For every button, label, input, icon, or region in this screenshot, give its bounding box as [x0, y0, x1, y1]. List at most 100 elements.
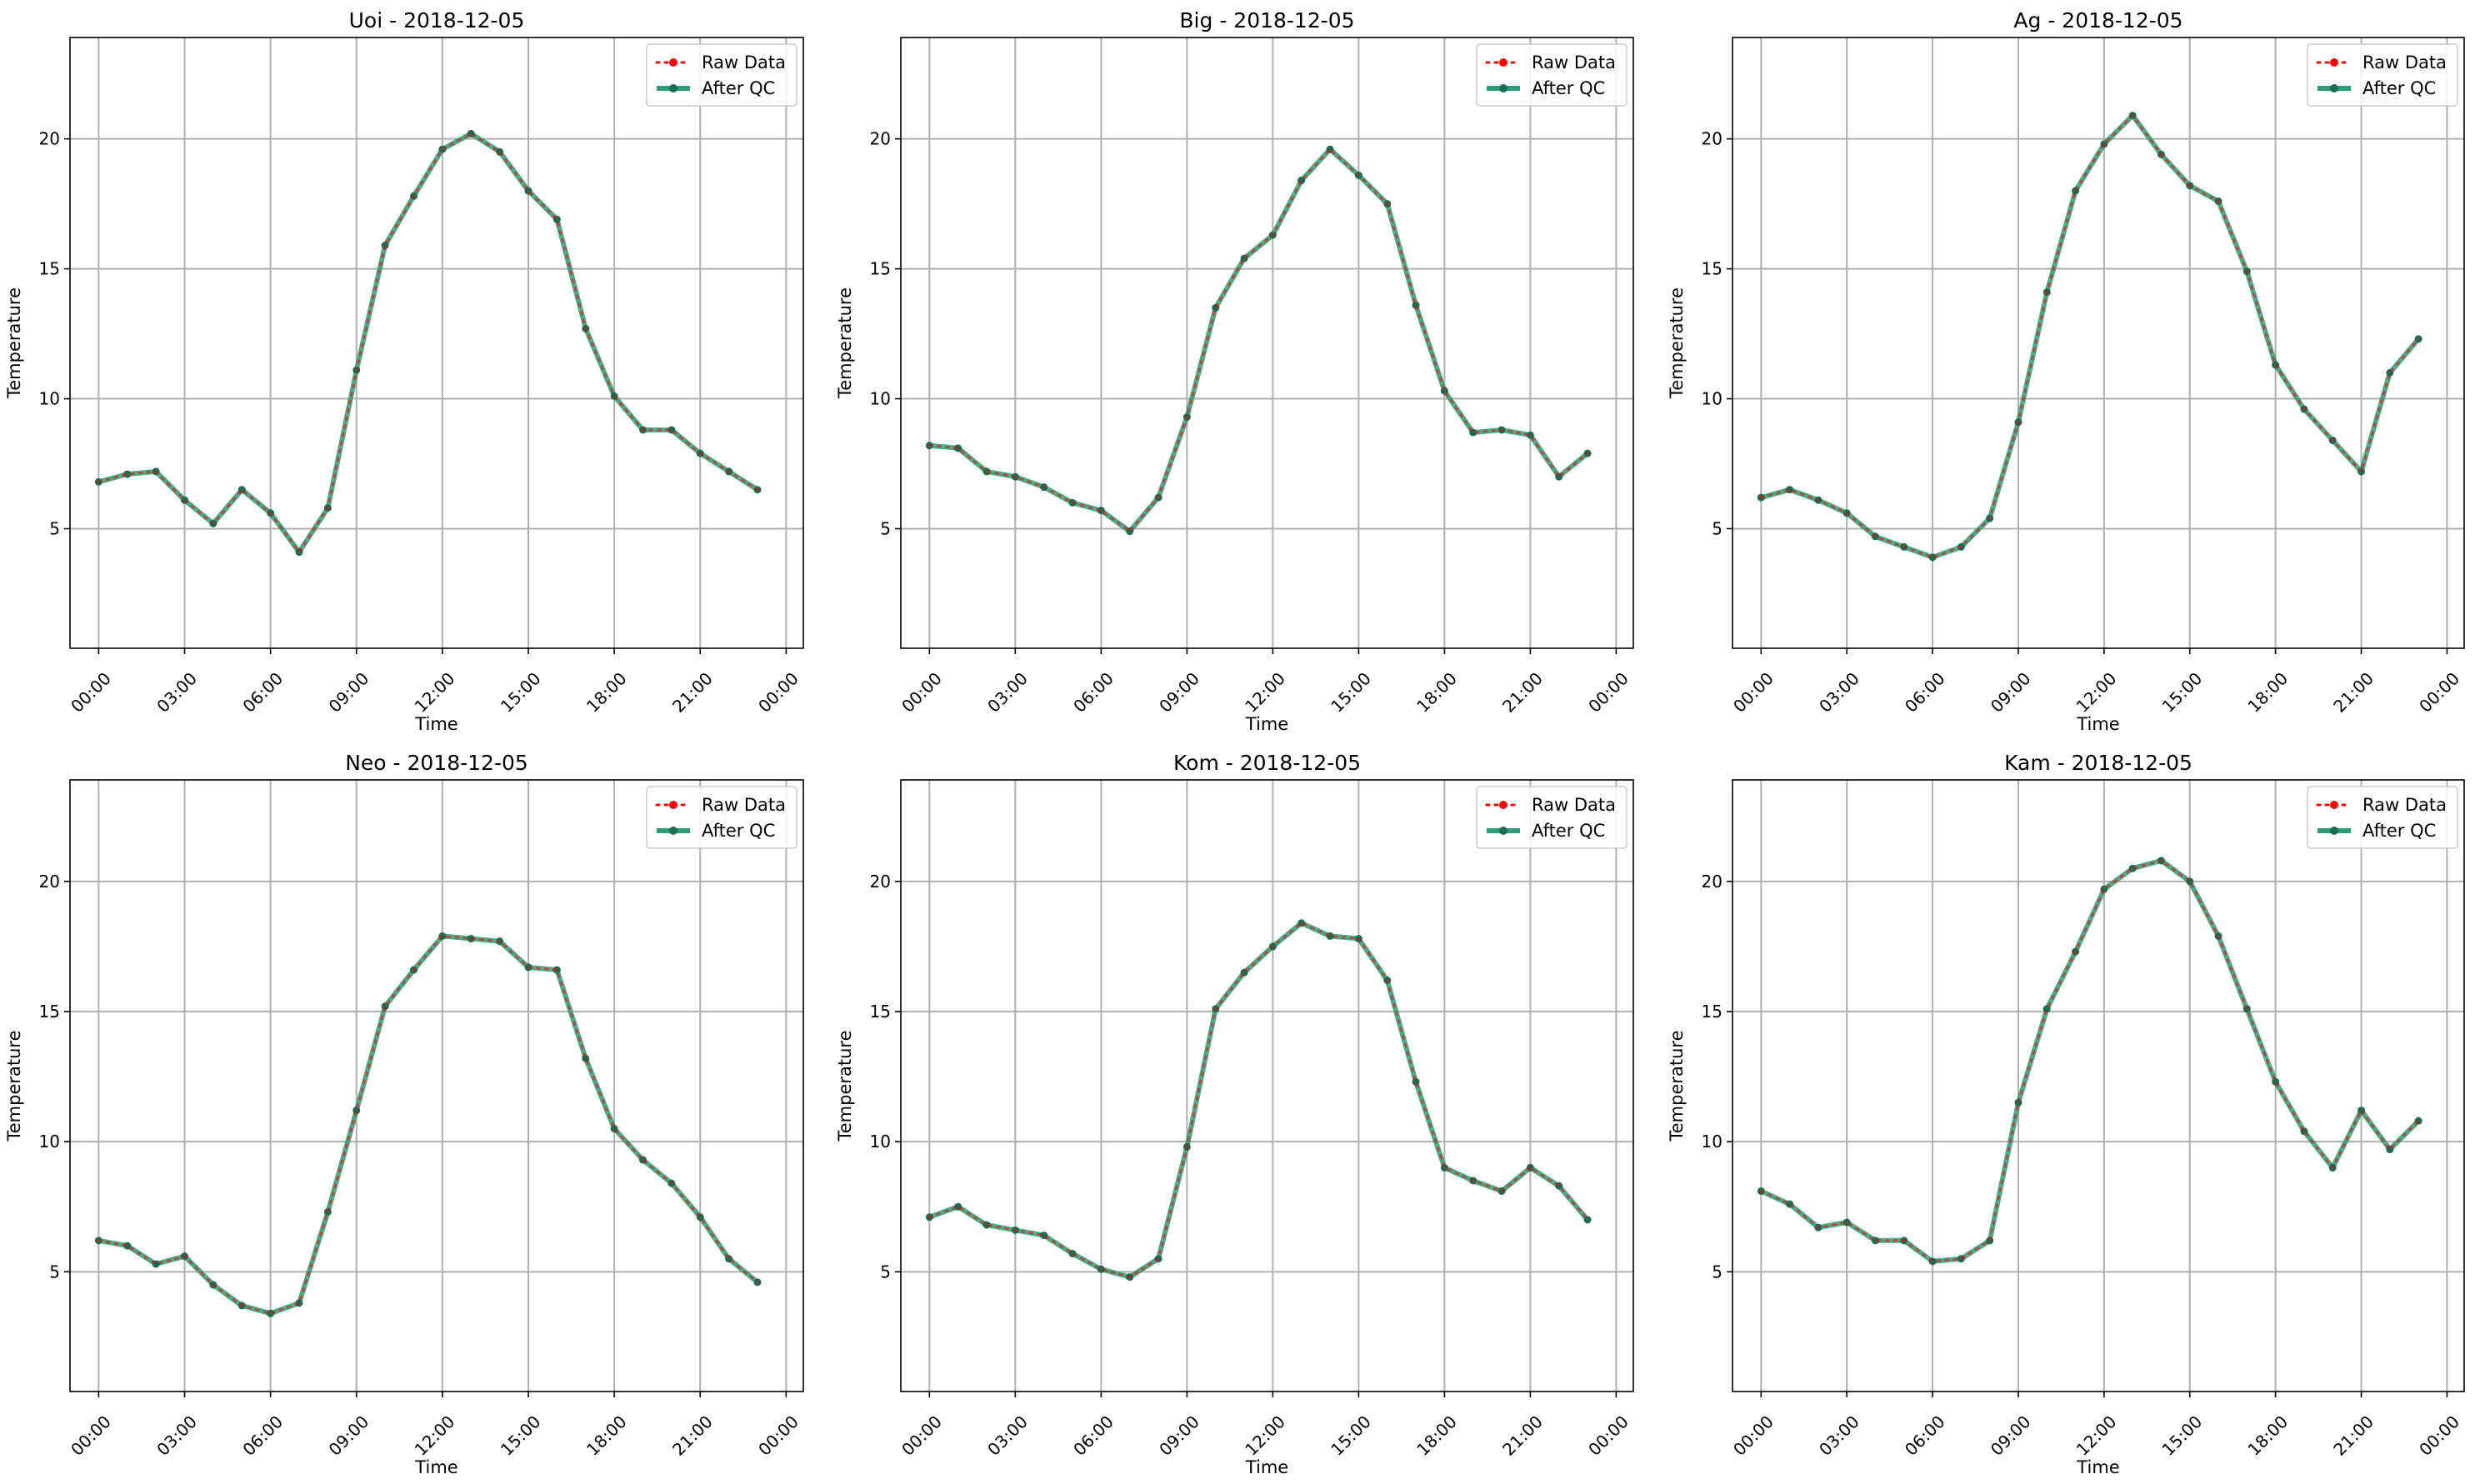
series-group: [94, 932, 762, 1317]
series-group: [925, 145, 1592, 536]
subplot-title: Kam - 2018-12-05: [2004, 751, 2192, 775]
x-tick-label: 15:00: [1327, 668, 1375, 717]
x-tick-label: 21:00: [2329, 1412, 2378, 1460]
y-tick-label: 15: [1702, 1002, 1722, 1022]
y-axis: 5 10 15 20: [39, 872, 803, 1282]
x-tick-label: 18:00: [582, 1412, 631, 1460]
y-axis-label: Temperature: [4, 1030, 24, 1142]
legend-marker-after-qc: [2330, 827, 2338, 835]
x-tick-label: 00:00: [1584, 1412, 1632, 1460]
x-tick-label: 21:00: [1498, 668, 1547, 717]
legend-marker-raw-data: [2330, 801, 2338, 809]
x-tick-label: 18:00: [582, 668, 631, 717]
y-tick-label: 15: [39, 1002, 60, 1022]
legend: Raw Data After QC: [1476, 786, 1628, 849]
subplot-5: 00:00 03:00 06:00 09:00 12:00 15:00 18:00 21:00…: [835, 751, 1634, 1477]
data-point-after-qc: [1412, 1077, 1420, 1086]
series-group: [1757, 857, 2422, 1266]
x-tick-label: 21:00: [668, 1412, 717, 1460]
x-tick-label: 00:00: [898, 668, 946, 717]
legend-label-raw-data: Raw Data: [2362, 795, 2447, 815]
series-group: [1757, 112, 2422, 562]
x-tick-label: 09:00: [325, 668, 373, 717]
series-line-after-qc: [98, 933, 759, 1317]
x-axis-label: Time: [414, 1457, 458, 1477]
x-tick-label: 03:00: [983, 668, 1032, 717]
data-point-after-qc: [954, 444, 962, 452]
data-point-after-qc: [1871, 1237, 1879, 1245]
series-line-after-qc: [1760, 112, 2421, 560]
plot-frame: [900, 37, 1634, 649]
y-tick-label: 10: [1702, 389, 1722, 409]
y-tick-label: 15: [870, 259, 891, 279]
plot-frame: [900, 779, 1634, 1392]
x-axis-label: Time: [414, 714, 458, 734]
subplot-6: 00:00 03:00 06:00 09:00 12:00 15:00 18:00 21:00…: [1667, 751, 2465, 1477]
y-tick-label: 5: [49, 519, 60, 539]
x-tick-label: 03:00: [983, 1412, 1032, 1460]
y-axis: 5 10 15 20: [1702, 872, 2464, 1282]
y-tick-label: 5: [1712, 519, 1722, 539]
legend-marker-after-qc: [1499, 84, 1508, 92]
y-tick-label: 20: [870, 872, 891, 892]
x-tick-label: 09:00: [1987, 668, 2035, 717]
legend-label-after-qc: After QC: [2362, 821, 2436, 841]
legend-marker-raw-data: [669, 801, 678, 809]
y-tick-label: 10: [39, 389, 60, 409]
legend-label-raw-data: Raw Data: [702, 52, 786, 72]
subplot-title: Neo - 2018-12-05: [345, 751, 528, 775]
x-tick-label: 03:00: [1815, 668, 1863, 717]
x-tick-label: 00:00: [754, 1412, 802, 1460]
plot-frame: [1732, 779, 2465, 1392]
x-tick-label: 15:00: [497, 1412, 545, 1460]
legend-marker-raw-data: [1499, 58, 1508, 67]
series-line-after-qc: [98, 131, 759, 555]
y-axis: 5 10 15 20: [870, 129, 1633, 539]
x-tick-label: 03:00: [152, 1412, 201, 1460]
subplot-1: 00:00 03:00 06:00 09:00 12:00 15:00 18:00 21:00…: [4, 8, 804, 734]
legend-label-raw-data: Raw Data: [1532, 52, 1616, 72]
legend-label-after-qc: After QC: [702, 78, 775, 98]
x-tick-label: 12:00: [1241, 668, 1289, 717]
y-tick-label: 20: [39, 872, 60, 892]
legend-marker-after-qc: [2330, 84, 2338, 92]
y-tick-label: 5: [880, 1262, 891, 1282]
legend-marker-raw-data: [669, 58, 678, 67]
subplot-title: Kom - 2018-12-05: [1173, 751, 1361, 775]
subplot-3: 00:00 03:00 06:00 09:00 12:00 15:00 18:00 21:00…: [1667, 8, 2465, 734]
legend: Raw Data After QC: [2307, 786, 2458, 849]
legend-label-raw-data: Raw Data: [702, 795, 786, 815]
x-tick-label: 06:00: [1069, 668, 1118, 717]
legend-label-raw-data: Raw Data: [1532, 795, 1616, 815]
data-point-after-qc: [1786, 486, 1794, 494]
x-tick-label: 00:00: [754, 668, 802, 717]
y-tick-label: 5: [1712, 1262, 1722, 1282]
x-tick-label: 21:00: [1498, 1412, 1547, 1460]
subplot-title: Uoi - 2018-12-05: [349, 8, 525, 32]
series-group: [925, 919, 1592, 1282]
x-tick-label: 09:00: [1155, 1412, 1203, 1460]
legend-label-after-qc: After QC: [1532, 78, 1605, 98]
data-point-after-qc: [123, 470, 132, 478]
y-axis-label: Temperature: [1667, 1030, 1687, 1142]
y-axis-label: Temperature: [835, 287, 855, 399]
plot-frame: [1732, 37, 2465, 649]
data-point-after-qc: [123, 1242, 132, 1250]
legend-label-after-qc: After QC: [2362, 78, 2436, 98]
y-tick-label: 10: [1702, 1132, 1722, 1152]
x-tick-label: 18:00: [1412, 668, 1461, 717]
series-line-raw-data: [928, 922, 1589, 1279]
y-tick-label: 10: [870, 1132, 891, 1152]
y-axis: 5 10 15 20: [1702, 129, 2464, 539]
x-tick-label: 12:00: [2072, 1412, 2121, 1460]
y-tick-label: 10: [870, 389, 891, 409]
y-tick-label: 10: [39, 1132, 60, 1152]
x-axis-label: Time: [1245, 714, 1288, 734]
x-tick-label: 00:00: [1729, 668, 1778, 717]
series-line-raw-data: [1759, 113, 2420, 559]
x-axis-label: Time: [2076, 1457, 2119, 1477]
subplot-4: 00:00 03:00 06:00 09:00 12:00 15:00 18:00 21:00…: [4, 751, 804, 1477]
x-tick-label: 00:00: [67, 668, 115, 717]
legend-marker-after-qc: [1499, 827, 1508, 835]
